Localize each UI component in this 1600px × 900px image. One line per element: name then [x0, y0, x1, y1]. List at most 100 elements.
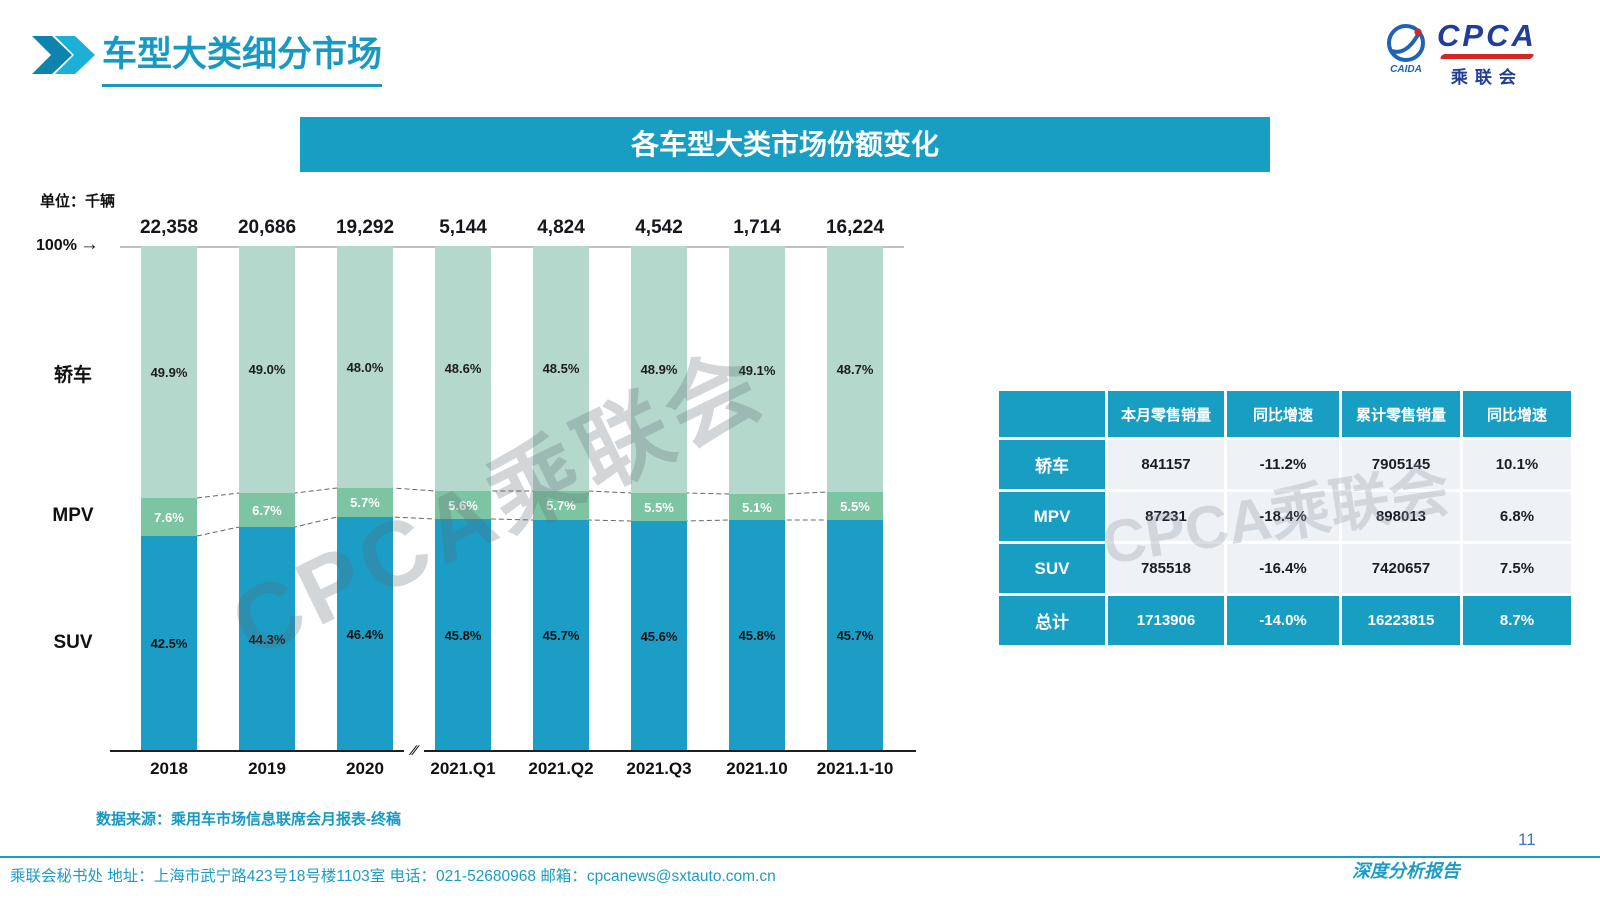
bar-group-2021.10: 1,714 49.1% 5.1% 45.8% 2021.10: [708, 217, 806, 778]
segment-MPV: 5.7%: [533, 491, 589, 520]
table-row-SUV: SUV 785518 -16.4% 7420657 7.5%: [999, 544, 1571, 593]
bar-total-label: 22,358: [139, 217, 199, 238]
bar-total-label: 19,292: [335, 217, 395, 238]
stacked-bar: 49.9% 7.6% 42.5%: [141, 246, 197, 751]
table-header-cell: [999, 391, 1105, 437]
sales-table: 本月零售销量 同比增速 累计零售销量 同比增速 轿车 841157 -11.2% 790514…: [996, 388, 1574, 648]
x-axis-label: 2021.10: [726, 759, 788, 778]
table-row-MPV: MPV 87231 -18.4% 898013 6.8%: [999, 492, 1571, 541]
stacked-bar: 48.0% 5.7% 46.4%: [337, 246, 393, 751]
x-axis-label: 2020: [346, 759, 384, 778]
table-cell: 785518: [1108, 544, 1224, 593]
bar-total-label: 4,542: [635, 217, 683, 238]
stacked-bar: 48.5% 5.7% 45.7%: [533, 246, 589, 751]
x-axis-label: 2021.Q1: [430, 759, 496, 778]
bar-group-2021.Q2: 4,824 48.5% 5.7% 45.7% 2021.Q2: [512, 217, 610, 778]
table-cell: 7905145: [1342, 440, 1460, 489]
right-arrow-icon: →: [79, 234, 99, 255]
bar-group-2020: 19,292 48.0% 5.7% 46.4% 2020: [316, 217, 414, 778]
stacked-bar: 48.9% 5.5% 45.6%: [631, 246, 687, 751]
row-label: SUV: [999, 544, 1105, 593]
logo-name: CPCA: [1437, 18, 1537, 53]
x-axis-label: 2021.Q3: [626, 759, 692, 778]
axis-break-mark: ∕∕: [404, 741, 424, 759]
table-cell: 1713906: [1108, 596, 1224, 645]
segment-SUV: 45.7%: [533, 520, 589, 751]
segment-轿车: 48.0%: [337, 246, 393, 488]
bar-group-2019: 20,686 49.0% 6.7% 44.3% 2019: [218, 217, 316, 778]
page-title: 车型大类细分市场: [102, 26, 383, 87]
segment-轿车: 48.6%: [435, 246, 491, 491]
table-cell: 6.8%: [1463, 492, 1571, 541]
segment-MPV: 6.7%: [239, 493, 295, 527]
table-header-cell: 同比增速: [1463, 391, 1571, 437]
row-label: 总计: [999, 596, 1105, 645]
axis-100-text: 100%: [36, 237, 77, 254]
bar-total-label: 1,714: [733, 217, 781, 238]
table-header-cell: 本月零售销量: [1108, 391, 1224, 437]
logo-swoosh-decoration: [1439, 54, 1535, 59]
segment-MPV: 5.7%: [337, 488, 393, 517]
bar-group-2021.Q3: 4,542 48.9% 5.5% 45.6% 2021.Q3: [610, 217, 708, 778]
bar-total-label: 20,686: [237, 217, 297, 238]
table-cell: 87231: [1108, 492, 1224, 541]
table-cell: 10.1%: [1463, 440, 1571, 489]
x-axis-label: 2018: [150, 759, 188, 778]
stacked-bar: 48.7% 5.5% 45.7%: [827, 246, 883, 751]
table-cell: 841157: [1108, 440, 1224, 489]
report-tag: 深度分析报告: [1352, 861, 1460, 882]
page-number: 11: [1518, 830, 1536, 849]
table-row-总计: 总计 1713906 -14.0% 16223815 8.7%: [999, 596, 1571, 645]
x-axis-line: [110, 750, 916, 752]
series-label-轿车: 轿车: [53, 364, 92, 386]
axis-100-label: 100% →: [36, 234, 99, 256]
segment-轿车: 48.5%: [533, 246, 589, 491]
bar-total-label: 4,824: [537, 217, 585, 238]
segment-SUV: 45.7%: [827, 520, 883, 751]
table-cell: -18.4%: [1227, 492, 1339, 541]
x-axis-label: 2021.1-10: [816, 759, 894, 778]
table-header-cell: 同比增速: [1227, 391, 1339, 437]
segment-轿车: 48.7%: [827, 246, 883, 492]
bar-total-label: 16,224: [825, 217, 885, 238]
series-label-SUV: SUV: [53, 631, 93, 653]
footer-divider: [0, 856, 1600, 858]
cpca-logo: CAIDA CPCA 乘联会: [1382, 20, 1537, 88]
segment-SUV: 46.4%: [337, 517, 393, 751]
x-axis-label: 2019: [248, 759, 286, 778]
market-share-stacked-bar-chart: 22,358 49.9% 7.6% 42.5% 2018 20,686 49.0% 6.7% 4…: [52, 217, 916, 778]
stacked-bar: 48.6% 5.6% 45.8%: [435, 246, 491, 751]
table-header-row: 本月零售销量 同比增速 累计零售销量 同比增速: [999, 391, 1571, 437]
segment-轿车: 48.9%: [631, 246, 687, 493]
table-cell: -11.2%: [1227, 440, 1339, 489]
table-cell: 898013: [1342, 492, 1460, 541]
footer-contact-info: 乘联会秘书处 地址：上海市武宁路423号18号楼1103室 电话：021-526…: [10, 868, 776, 885]
table-cell: 16223815: [1342, 596, 1460, 645]
table-cell: 7.5%: [1463, 544, 1571, 593]
segment-轿车: 49.1%: [729, 246, 785, 494]
logo-badge-text: CAIDA: [1390, 64, 1422, 75]
segment-SUV: 45.8%: [729, 520, 785, 751]
segment-MPV: 5.1%: [729, 494, 785, 520]
segment-MPV: 5.6%: [435, 491, 491, 519]
chart-title-banner: 各车型大类市场份额变化: [300, 117, 1270, 172]
x-axis-label: 2021.Q2: [528, 759, 594, 778]
table-row-轿车: 轿车 841157 -11.2% 7905145 10.1%: [999, 440, 1571, 489]
bar-group-2021.Q1: 5,144 48.6% 5.6% 45.8% 2021.Q1: [414, 217, 512, 778]
segment-MPV: 7.6%: [141, 498, 197, 536]
data-source-note: 数据来源：乘用车市场信息联席会月报表-终稿: [96, 811, 401, 828]
segment-SUV: 44.3%: [239, 527, 295, 751]
bar-group-2018: 22,358 49.9% 7.6% 42.5% 2018: [120, 217, 218, 778]
logo-subtitle: 乘联会: [1450, 68, 1523, 87]
double-chevron-icon: [32, 36, 95, 74]
row-label: 轿车: [999, 440, 1105, 489]
segment-SUV: 42.5%: [141, 536, 197, 751]
segment-SUV: 45.8%: [435, 519, 491, 751]
stacked-bar: 49.0% 6.7% 44.3%: [239, 246, 295, 751]
bar-group-2021.1-10: 16,224 48.7% 5.5% 45.7% 2021.1-10: [806, 217, 904, 778]
segment-MPV: 5.5%: [827, 492, 883, 520]
logo-wordmark: CPCA 乘联会: [1437, 20, 1537, 88]
segment-SUV: 45.6%: [631, 521, 687, 751]
series-label-MPV: MPV: [52, 505, 94, 527]
segment-轿车: 49.9%: [141, 246, 197, 498]
